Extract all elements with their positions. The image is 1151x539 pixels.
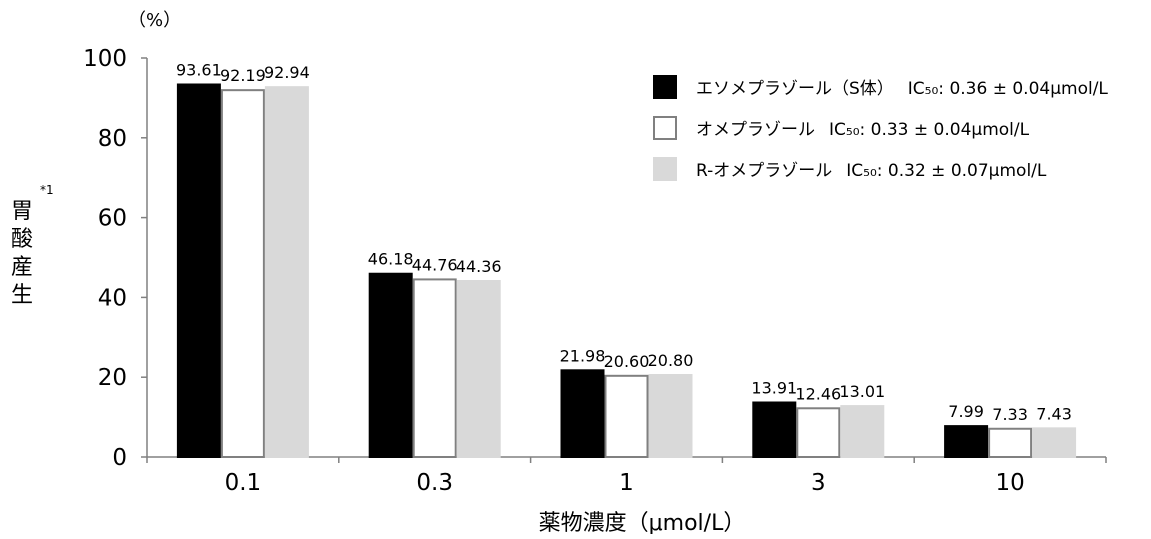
bar [840,405,885,458]
y-axis-title-note: *1 [40,183,54,197]
bar [648,374,693,458]
bar [220,89,265,459]
data-label: 44.76 [412,255,458,274]
bar [368,272,413,458]
legend: エソメプラゾール（S体） IC₅₀: 0.36 ± 0.04μmol/L オメプラゾ… [653,75,1109,181]
legend-ic50: IC₅₀: 0.36 ± 0.04μmol/L [908,79,1109,99]
y-tick-label: 80 [98,126,127,152]
x-tick-label: 10 [995,470,1024,496]
legend-series-name: エソメプラゾール（S体） [696,79,894,99]
bar [412,278,457,458]
data-label: 7.43 [1036,404,1072,423]
data-label: 93.61 [176,60,222,79]
bar [176,83,221,459]
data-label: 46.18 [368,250,414,269]
legend-ic50: IC₅₀: 0.32 ± 0.07μmol/L [846,161,1047,181]
legend-ic50: IC₅₀: 0.33 ± 0.04μmol/L [829,120,1030,140]
y-axis-title-char: 生 [11,283,33,308]
x-axis-title: 薬物濃度（μmol/L） [539,511,746,534]
y-tick-label: 20 [98,365,127,391]
bar [456,280,501,458]
data-label: 13.91 [751,378,797,397]
data-label: 7.33 [992,405,1028,424]
x-tick-label: 1 [619,470,634,496]
data-label: 92.94 [264,63,310,82]
legend-swatch [653,157,677,181]
data-label: 92.19 [220,66,266,85]
bar [752,401,797,459]
x-tick-label: 3 [811,470,826,496]
legend-series-name: オメプラゾール [696,120,815,140]
data-label: 13.01 [839,382,885,401]
y-axis-unit: （%） [128,10,181,31]
y-tick-label: 100 [83,46,127,72]
y-tick-label: 0 [112,445,127,471]
y-axis-title-char: 産 [11,255,33,280]
data-label: 7.99 [948,402,984,421]
bar [944,425,989,459]
bar [604,374,649,458]
legend-swatch [653,75,677,99]
bars [176,83,1077,459]
y-tick-label: 60 [98,206,127,232]
y-axis-title-char: 酸 [11,227,33,252]
y-axis-title-char: 胃 [11,199,33,224]
data-label: 44.36 [456,257,502,276]
data-labels: 93.61 46.18 21.98 13.91 7.99 92.19 44.76 20.60 1… [176,60,1072,423]
bar [560,369,605,459]
legend-swatch [653,116,677,140]
bar [796,407,841,459]
data-label: 12.46 [795,384,841,403]
bar [264,86,309,458]
data-label: 20.80 [648,351,694,370]
bar [1032,427,1077,459]
x-tick-label: 0.3 [416,470,453,496]
bar [988,427,1033,458]
legend-series-name: R-オメプラゾール [696,161,832,181]
data-label: 20.60 [604,352,650,371]
x-tick-label: 0.1 [225,470,262,496]
y-tick-label: 40 [98,285,127,311]
data-label: 21.98 [560,346,606,365]
